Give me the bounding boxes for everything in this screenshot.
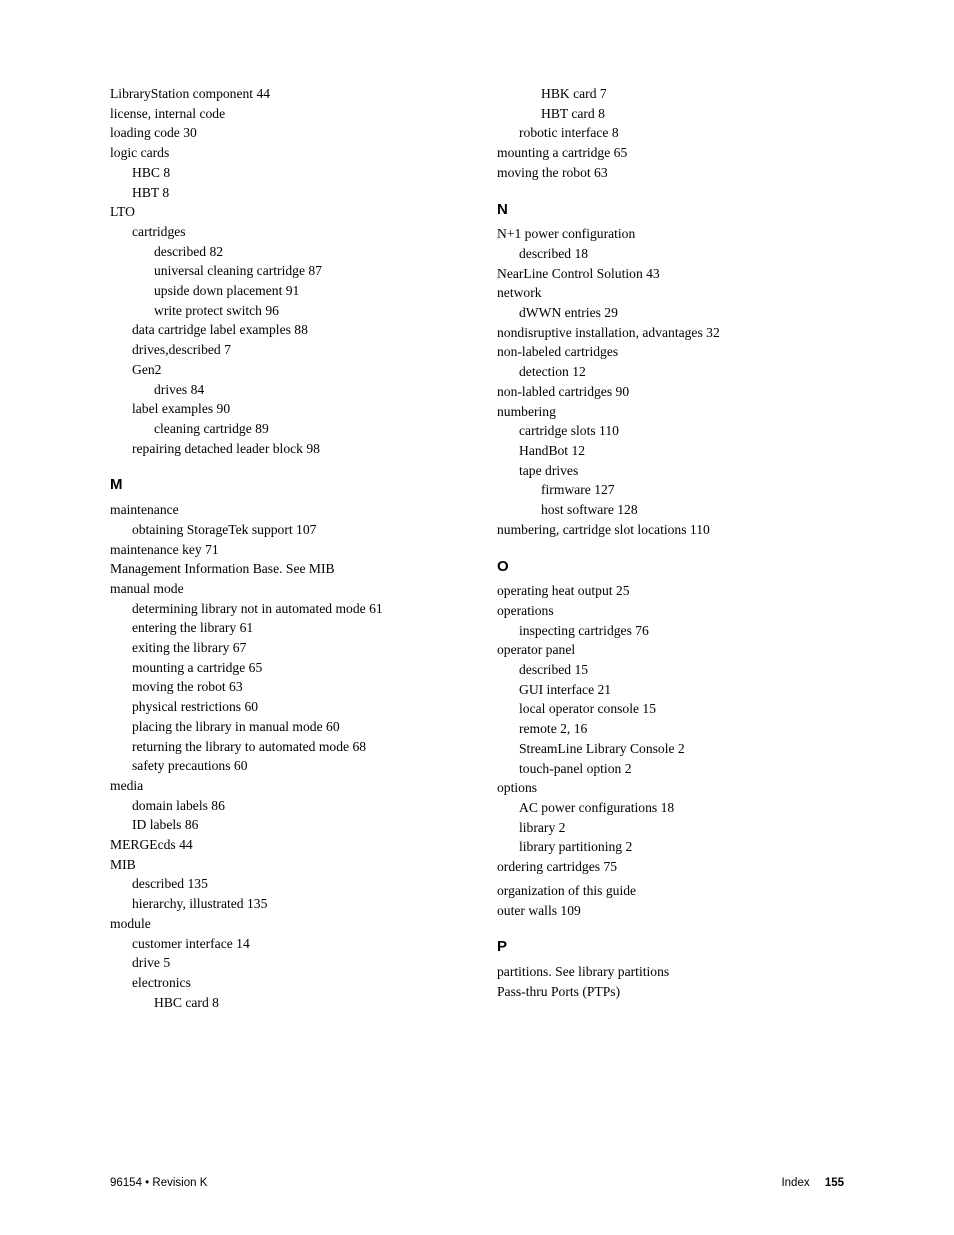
footer-left: 96154 • Revision K [110,1177,207,1189]
index-entry: firmware 127 [541,480,844,500]
index-entry: exiting the library 67 [132,638,457,658]
index-entry: numbering [497,402,844,422]
index-entry: media [110,776,457,796]
index-entry: upside down placement 91 [154,281,457,301]
index-entry: HBK card 7 [541,84,844,104]
index-entry: local operator console 15 [519,699,844,719]
index-entry: placing the library in manual mode 60 [132,717,457,737]
index-entry: GUI interface 21 [519,680,844,700]
index-entry: N+1 power configuration [497,224,844,244]
index-entry: ordering cartridges 75 [497,857,844,877]
index-entry: described 82 [154,242,457,262]
index-entry: cartridge slots 110 [519,421,844,441]
index-entry: non-labeled cartridges [497,342,844,362]
index-entry: HBC 8 [132,163,457,183]
footer-page-number: 155 [825,1177,844,1189]
index-entry: returning the library to automated mode … [132,737,457,757]
index-entry: described 135 [132,874,457,894]
index-entry: tape drives [519,461,844,481]
index-entry: partitions. See library partitions [497,962,844,982]
index-entry: write protect switch 96 [154,301,457,321]
index-entry: entering the library 61 [132,618,457,638]
index-entry: maintenance [110,500,457,520]
index-entry: robotic interface 8 [519,123,844,143]
index-entry: manual mode [110,579,457,599]
index-entry: ID labels 86 [132,815,457,835]
footer-right: Index 155 [781,1177,844,1189]
index-entry: NearLine Control Solution 43 [497,264,844,284]
index-entry: library partitioning 2 [519,837,844,857]
index-entry: HBT 8 [132,183,457,203]
index-entry: organization of this guide [497,881,844,901]
index-entry: physical restrictions 60 [132,697,457,717]
index-entry: HBT card 8 [541,104,844,124]
index-entry: dWWN entries 29 [519,303,844,323]
index-entry: cleaning cartridge 89 [154,419,457,439]
index-entry: logic cards [110,143,457,163]
index-entry: Gen2 [132,360,457,380]
index-entry: described 15 [519,660,844,680]
index-entry: HBC card 8 [154,993,457,1013]
index-entry: StreamLine Library Console 2 [519,739,844,759]
index-columns: LibraryStation component 44license, inte… [110,84,844,1012]
index-entry: HandBot 12 [519,441,844,461]
index-entry: outer walls 109 [497,901,844,921]
index-entry: repairing detached leader block 98 [132,439,457,459]
index-entry: determining library not in automated mod… [132,599,457,619]
index-entry: nondisruptive installation, advantages 3… [497,323,844,343]
index-entry: LTO [110,202,457,222]
index-entry: module [110,914,457,934]
section-letter-p: P [497,936,844,958]
index-entry: non-labled cartridges 90 [497,382,844,402]
index-entry: customer interface 14 [132,934,457,954]
index-entry: operator panel [497,640,844,660]
index-entry: electronics [132,973,457,993]
index-entry: network [497,283,844,303]
right-column: HBK card 7HBT card 8robotic interface 8m… [497,84,844,1012]
index-entry: Pass-thru Ports (PTPs) [497,982,844,1002]
index-entry: Management Information Base. See MIB [110,559,457,579]
index-entry: options [497,778,844,798]
index-entry: moving the robot 63 [132,677,457,697]
index-entry: mounting a cartridge 65 [132,658,457,678]
footer-section-label: Index [781,1177,809,1189]
index-entry: detection 12 [519,362,844,382]
index-entry: drives 84 [154,380,457,400]
index-entry: MIB [110,855,457,875]
index-entry: obtaining StorageTek support 107 [132,520,457,540]
index-entry: library 2 [519,818,844,838]
index-entry: MERGEcds 44 [110,835,457,855]
index-entry: numbering, cartridge slot locations 110 [497,520,844,540]
index-entry: AC power configurations 18 [519,798,844,818]
index-entry: mounting a cartridge 65 [497,143,844,163]
section-letter-o: O [497,556,844,578]
index-entry: inspecting cartridges 76 [519,621,844,641]
index-entry: hierarchy, illustrated 135 [132,894,457,914]
index-entry: label examples 90 [132,399,457,419]
index-entry: drives,described 7 [132,340,457,360]
index-entry: loading code 30 [110,123,457,143]
page-footer: 96154 • Revision K Index 155 [110,1177,844,1189]
index-entry: data cartridge label examples 88 [132,320,457,340]
index-entry: universal cleaning cartridge 87 [154,261,457,281]
index-entry: cartridges [132,222,457,242]
index-entry: operating heat output 25 [497,581,844,601]
index-entry: operations [497,601,844,621]
index-entry: remote 2, 16 [519,719,844,739]
index-entry: described 18 [519,244,844,264]
index-entry: maintenance key 71 [110,540,457,560]
section-letter-n: N [497,199,844,221]
index-entry: host software 128 [541,500,844,520]
index-entry: safety precautions 60 [132,756,457,776]
index-entry: LibraryStation component 44 [110,84,457,104]
section-letter-m: M [110,474,457,496]
index-entry: drive 5 [132,953,457,973]
index-entry: touch-panel option 2 [519,759,844,779]
page: LibraryStation component 44license, inte… [0,0,954,1235]
index-entry: license, internal code [110,104,457,124]
index-entry: domain labels 86 [132,796,457,816]
index-entry: moving the robot 63 [497,163,844,183]
left-column: LibraryStation component 44license, inte… [110,84,457,1012]
